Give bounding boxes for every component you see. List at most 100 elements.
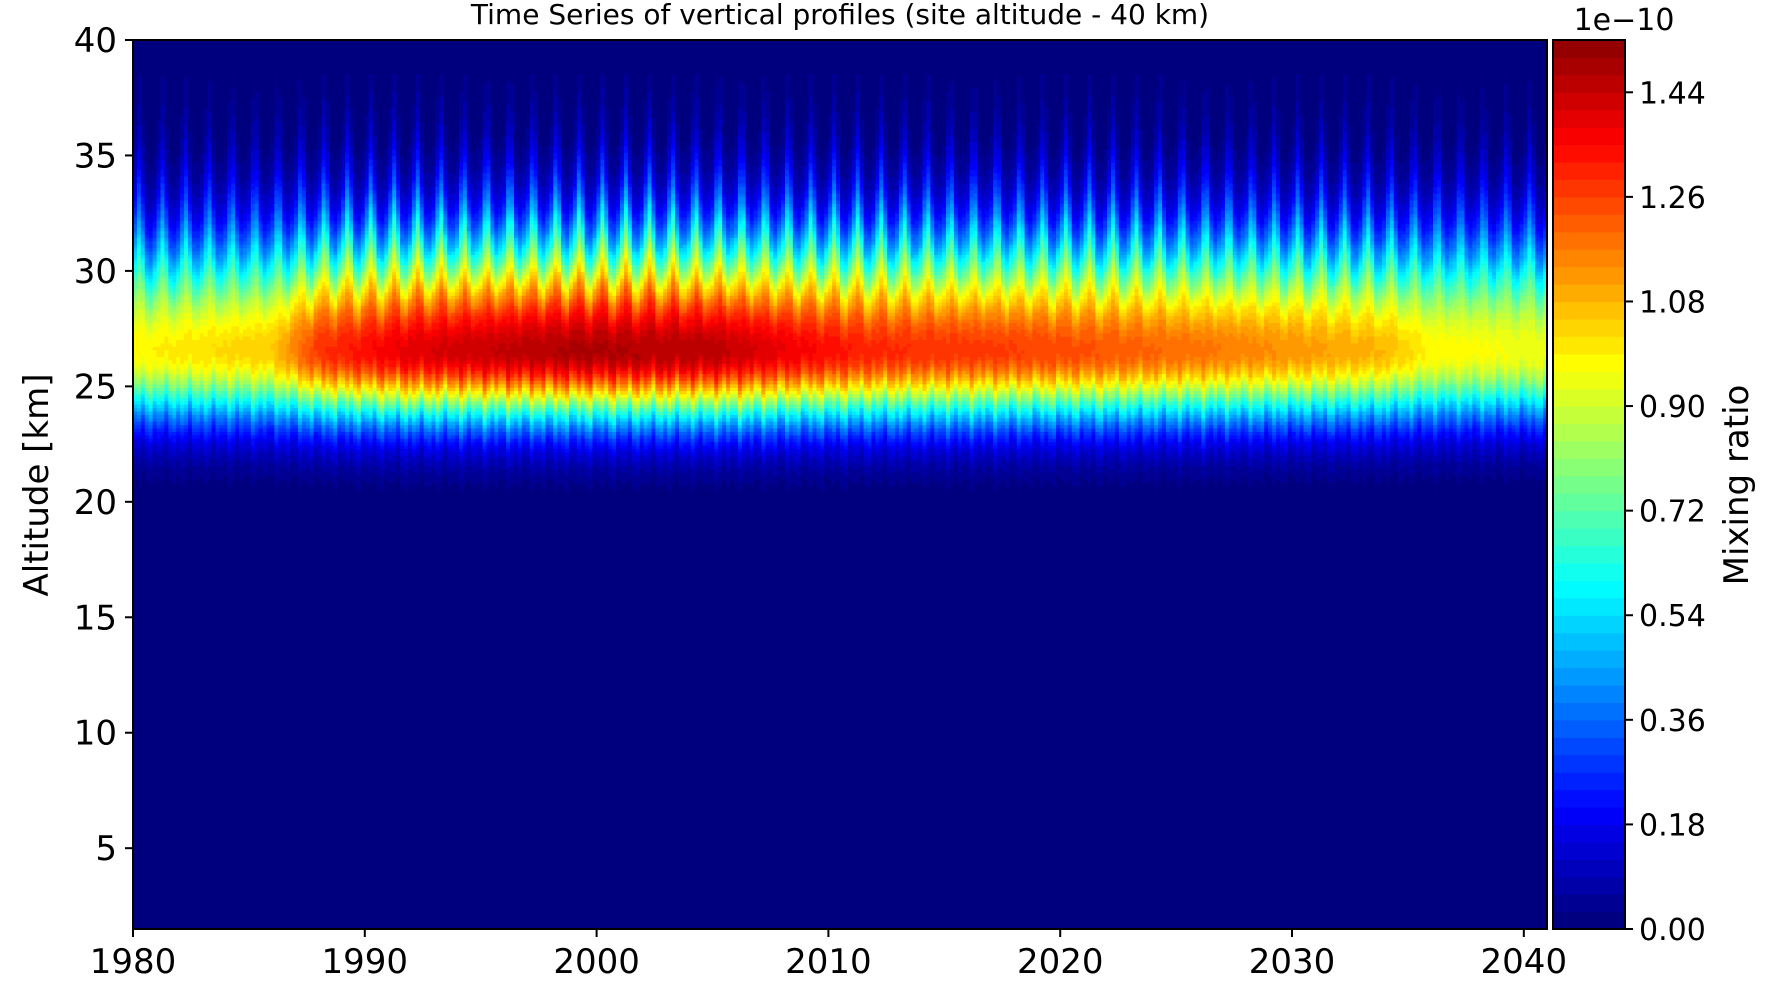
- heatmap-cell: [203, 332, 209, 337]
- heatmap-cell: [219, 203, 224, 208]
- heatmap-cell: [294, 131, 299, 136]
- heatmap-cell: [278, 407, 283, 412]
- heatmap-cell: [180, 329, 185, 334]
- heatmap-cell: [136, 278, 142, 283]
- heatmap-cell: [207, 291, 213, 296]
- heatmap-cell: [254, 421, 260, 426]
- heatmap-cell: [195, 380, 201, 385]
- heatmap-cell: [294, 142, 299, 147]
- heatmap-cell: [211, 302, 217, 307]
- heatmap-cell: [164, 244, 169, 249]
- heatmap-cell: [286, 152, 291, 157]
- heatmap-cell: [144, 373, 150, 378]
- heatmap-cell: [140, 227, 146, 232]
- heatmap-cell: [144, 237, 150, 242]
- heatmap-cell: [258, 417, 264, 422]
- heatmap-cell: [160, 233, 166, 238]
- heatmap-cell: [203, 322, 209, 327]
- heatmap-cell: [207, 91, 213, 96]
- heatmap-cell: [278, 312, 283, 317]
- heatmap-cell: [172, 172, 177, 177]
- heatmap-cell: [180, 162, 185, 167]
- heatmap-cell: [297, 339, 303, 344]
- heatmap-cell: [278, 240, 283, 245]
- heatmap-cell: [246, 138, 252, 143]
- heatmap-cell: [278, 336, 283, 341]
- heatmap-cell: [266, 417, 272, 422]
- heatmap-cell: [156, 176, 162, 181]
- heatmap-cell: [286, 240, 291, 245]
- heatmap-cell: [164, 424, 169, 429]
- heatmap-cell: [211, 230, 217, 235]
- heatmap-cell: [211, 155, 217, 160]
- heatmap-cell: [160, 431, 166, 436]
- heatmap-cell: [242, 370, 248, 375]
- heatmap-cell: [286, 322, 291, 327]
- heatmap-cell: [305, 414, 311, 419]
- heatmap-cell: [254, 254, 260, 259]
- heatmap-cell: [274, 438, 279, 443]
- heatmap-cell: [136, 179, 142, 184]
- heatmap-cell: [140, 213, 146, 218]
- heatmap-cell: [286, 431, 291, 436]
- heatmap-cell: [184, 366, 189, 371]
- heatmap-cell: [152, 322, 158, 327]
- heatmap-cell: [305, 179, 311, 184]
- heatmap-cell: [270, 274, 275, 279]
- heatmap-cell: [274, 155, 279, 160]
- heatmap-cell: [144, 176, 150, 181]
- heatmap-cell: [191, 421, 197, 426]
- heatmap-cell: [254, 346, 260, 351]
- heatmap-cell: [278, 353, 283, 358]
- heatmap-cell: [195, 410, 201, 415]
- heatmap-cell: [164, 271, 169, 276]
- heatmap-cell: [172, 455, 177, 460]
- heatmap-cell: [133, 111, 138, 116]
- heatmap-cell: [148, 223, 154, 228]
- heatmap-cell: [250, 319, 256, 324]
- heatmap-cell: [207, 145, 213, 150]
- heatmap-cell: [309, 461, 315, 466]
- heatmap-cell: [207, 257, 213, 262]
- heatmap-cell: [309, 206, 315, 211]
- heatmap-cell: [242, 438, 248, 443]
- heatmap-cell: [133, 159, 138, 164]
- heatmap-cell: [176, 339, 181, 344]
- heatmap-cell: [262, 448, 268, 453]
- heatmap-cell: [227, 111, 232, 116]
- heatmap-cell: [168, 319, 173, 324]
- heatmap-cell: [223, 468, 228, 473]
- heatmap-cell: [290, 397, 295, 402]
- heatmap-cell: [270, 376, 275, 381]
- heatmap-cell: [144, 322, 150, 327]
- heatmap-cell: [290, 325, 295, 330]
- heatmap-cell: [207, 400, 213, 405]
- heatmap-cell: [144, 455, 150, 460]
- heatmap-cell: [270, 356, 275, 361]
- heatmap-cell: [168, 210, 173, 215]
- heatmap-cell: [278, 397, 283, 402]
- heatmap-cell: [140, 247, 146, 252]
- heatmap-cell: [290, 414, 295, 419]
- heatmap-cell: [258, 475, 264, 480]
- heatmap-cell: [180, 142, 185, 147]
- heatmap-cell: [227, 370, 232, 375]
- heatmap-cell: [270, 431, 275, 436]
- heatmap-cell: [219, 247, 224, 252]
- heatmap-cell: [211, 356, 217, 361]
- heatmap-cell: [242, 349, 248, 354]
- heatmap-cell: [195, 213, 201, 218]
- heatmap-cell: [231, 322, 236, 327]
- heatmap-cell: [262, 329, 268, 334]
- heatmap-cell: [207, 97, 213, 102]
- heatmap-cell: [250, 295, 256, 300]
- heatmap-cell: [176, 468, 181, 473]
- heatmap-cell: [203, 227, 209, 232]
- heatmap-cell: [294, 165, 299, 170]
- heatmap-cell: [211, 261, 217, 266]
- heatmap-cell: [297, 213, 303, 218]
- heatmap-cell: [246, 182, 252, 187]
- heatmap-cell: [235, 349, 240, 354]
- heatmap-cell: [172, 193, 177, 198]
- heatmap-cell: [191, 346, 197, 351]
